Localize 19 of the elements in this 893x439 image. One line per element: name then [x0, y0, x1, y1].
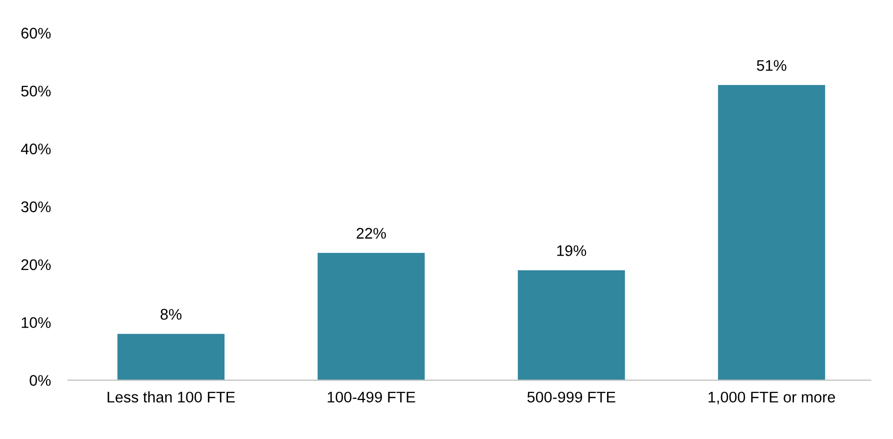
bar — [318, 252, 425, 380]
bar — [718, 85, 826, 380]
data-label: 51% — [756, 60, 786, 71]
y-tick-label: 0% — [30, 375, 51, 386]
y-tick-label: 40% — [20, 144, 51, 154]
bar — [117, 334, 225, 380]
y-tick-label: 60% — [21, 28, 51, 39]
data-label: 22% — [356, 228, 386, 239]
x-tick-label: Less than 100 FTE — [108, 391, 235, 403]
y-tick-label: 30% — [21, 201, 51, 212]
y-tick-label: 50% — [21, 86, 51, 96]
bar — [518, 270, 625, 380]
x-tick-label: 100-499 FTE — [328, 392, 416, 403]
data-label: 19% — [557, 245, 586, 256]
y-tick-label: 10% — [22, 317, 51, 328]
x-tick-label: 500-999 FTE — [527, 392, 616, 403]
x-tick-label: 1,000 FTE or more — [708, 392, 836, 404]
y-tick-label: 20% — [21, 259, 51, 270]
data-label: 8% — [160, 308, 182, 320]
